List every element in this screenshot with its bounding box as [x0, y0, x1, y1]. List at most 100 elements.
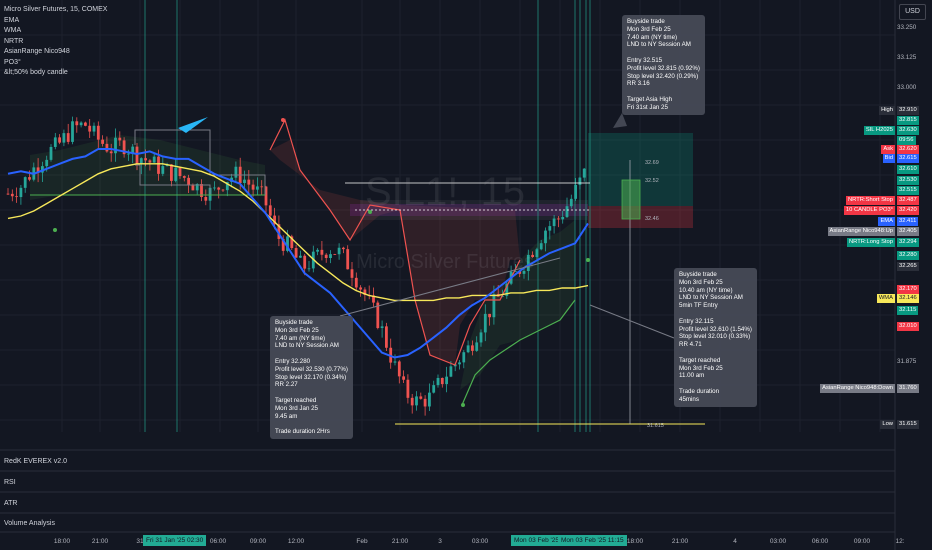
candle [539, 239, 543, 251]
candle [389, 338, 393, 369]
chart-legend: Micro Silver Futures, 15, COMEX EMA WMA … [4, 5, 107, 79]
candle [182, 175, 186, 182]
price-tag-label: NRTR:Long Stop [846, 237, 895, 247]
candle [247, 170, 251, 194]
candle [213, 181, 216, 191]
time-tick: 12:00 [287, 538, 305, 545]
position-profit-zone [588, 133, 693, 206]
candle [105, 136, 109, 153]
candle [483, 304, 487, 342]
pane-label-rsi[interactable]: RSI [4, 479, 16, 486]
price-tag-value: 32.610 [897, 164, 919, 174]
candle [367, 285, 371, 300]
candle [466, 340, 470, 354]
position-stop-zone [588, 206, 693, 228]
pane-label-volume[interactable]: Volume Analysis [4, 520, 55, 527]
alert-marker [585, 437, 593, 445]
moving-average-lines [7, 118, 589, 406]
candle [152, 153, 156, 163]
indicator-ema[interactable]: EMA [4, 16, 20, 24]
indicator-wma[interactable]: WMA [4, 27, 22, 34]
indicator-asian-range[interactable]: AsianRange Nico948 [4, 48, 70, 55]
time-tick: 09:00 [249, 538, 267, 545]
pane-label-atr[interactable]: ATR [4, 500, 18, 507]
low-level-label: 31.615 [647, 423, 664, 429]
nrtr-dot [368, 210, 372, 214]
price-tag-value: 32.615 [897, 153, 919, 163]
time-tick: 09:00 [853, 538, 871, 545]
candle [346, 245, 350, 270]
candle [436, 374, 440, 388]
candle [329, 250, 332, 264]
trade-annotation-2[interactable]: Buyside trade Mon 3rd Feb 25 10.40 am (N… [674, 268, 757, 407]
candle [359, 285, 362, 297]
candle [114, 128, 117, 162]
price-tag-label: Bid [882, 153, 895, 163]
price-tag-label: AsianRange Nico948:Down [820, 383, 895, 393]
candle [84, 121, 87, 127]
annotation-pointer [613, 113, 627, 128]
price-tag-label: High [879, 105, 895, 115]
candle [423, 395, 427, 416]
position-stop-label: 32.46 [645, 216, 659, 222]
candle [505, 280, 509, 299]
price-tag-label: NRTR:Short Stop [846, 195, 895, 205]
candle [79, 121, 83, 128]
candle [36, 158, 40, 183]
candle [372, 287, 375, 307]
price-tag-label: AsianRange Nico948:Up [827, 226, 895, 236]
candle [548, 220, 552, 240]
indicator-body-candle[interactable]: &lt;50% body candle [4, 69, 68, 76]
candle [350, 262, 354, 287]
price-tag-value: 32.420 [897, 205, 919, 215]
time-tick: 21:00 [671, 538, 689, 545]
nrtr-dot [281, 118, 285, 122]
price-tag-value: 32.010 [897, 321, 919, 331]
candle [122, 137, 126, 158]
time-tick: 06:00 [811, 538, 829, 545]
arrow-marker [178, 117, 208, 133]
time-tick: Mon 03 Feb '25 11:15 [558, 535, 627, 546]
indicator-po3[interactable]: PO3° [4, 58, 21, 66]
candle [204, 189, 208, 206]
candle [178, 167, 182, 179]
time-tick: 03:00 [769, 538, 787, 545]
candle [260, 180, 264, 195]
candle [569, 194, 573, 209]
trade-annotation-3[interactable]: Buyside trade Mon 3rd Feb 25 7.40 am (NY… [270, 316, 353, 439]
candle [458, 359, 461, 370]
candle [354, 272, 358, 291]
candle [376, 300, 380, 330]
candle [544, 227, 547, 252]
currency-button[interactable]: USD [899, 4, 926, 20]
indicator-nrtr[interactable]: NRTR [4, 37, 24, 45]
position-target-label: 32.69 [645, 160, 659, 166]
trade-annotation-1[interactable]: Buyside trade Mon 3rd Feb 25 7.40 am (NY… [622, 15, 705, 115]
ema-line [7, 147, 589, 359]
candle [58, 134, 61, 145]
candle [53, 132, 57, 150]
candle [415, 391, 418, 411]
price-tag-label: WMA [876, 293, 895, 303]
pane-label-everex[interactable]: RedK EVEREX v2.0 [4, 458, 68, 465]
candle [380, 320, 384, 338]
price-tag-value: 32.815 [897, 115, 919, 125]
watermark-subtext: Micro Silver Futures [356, 251, 534, 273]
symbol-watermark: SIL1!, 15 Micro Silver Futures [356, 170, 534, 273]
candle [118, 131, 122, 146]
candle [256, 177, 259, 196]
price-tag-label: Low [880, 419, 895, 429]
nrtr-dot [461, 403, 465, 407]
candle [96, 121, 100, 148]
time-tick: 3 [438, 538, 442, 545]
nrtr-long-zone [30, 135, 265, 200]
candle [402, 370, 405, 384]
time-tick: 18:00 [53, 538, 71, 545]
symbol-title[interactable]: Micro Silver Futures, 15, COMEX [4, 6, 108, 13]
price-tag-value: 32.146 [897, 293, 919, 303]
asian-range-zone [360, 200, 588, 220]
candle [161, 157, 165, 177]
highlight-candle [621, 179, 641, 220]
candle [148, 159, 152, 171]
